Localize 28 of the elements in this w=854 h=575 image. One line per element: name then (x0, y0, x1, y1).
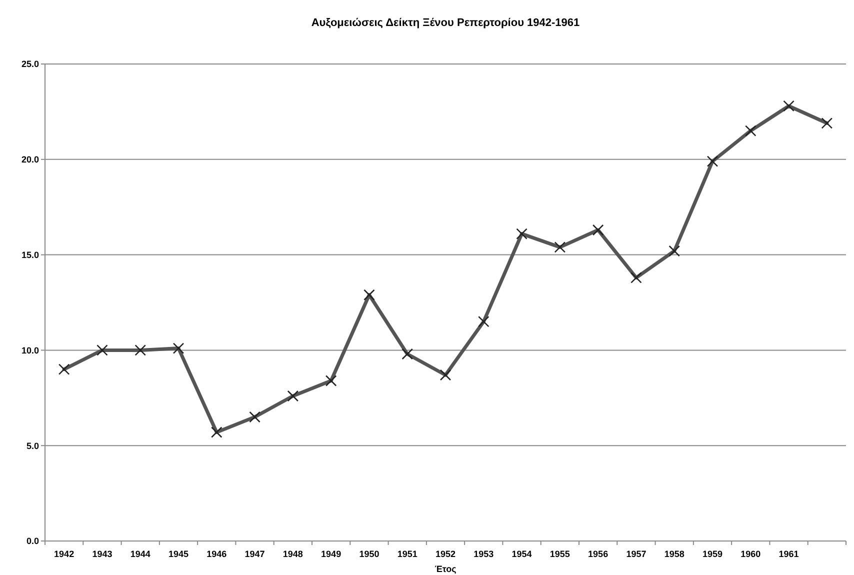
x-tick-label: 1958 (664, 549, 684, 559)
x-tick-label: 1952 (435, 549, 456, 559)
x-tick-label: 1951 (397, 549, 418, 559)
y-tick-label: 15.0 (21, 250, 39, 260)
x-tick-label: 1946 (206, 549, 227, 559)
x-tick-label: 1942 (54, 549, 74, 559)
x-tick-label: 1943 (92, 549, 112, 559)
x-tick-label: 1954 (512, 549, 532, 559)
x-tick-label: 1953 (474, 549, 494, 559)
y-tick-label: 25.0 (21, 59, 39, 70)
x-tick-label: 1945 (168, 549, 189, 559)
y-tick-label: 0.0 (26, 536, 39, 546)
x-tick-label: 1959 (702, 549, 723, 559)
y-tick-label: 10.0 (21, 345, 39, 356)
x-tick-label: 1948 (282, 549, 303, 559)
x-tick-label: 1947 (244, 549, 265, 559)
x-tick-label: 1955 (550, 549, 570, 559)
x-tick-label: 1944 (130, 549, 150, 559)
x-tick-label: 1957 (626, 549, 646, 559)
x-axis-title: Έτος (434, 564, 457, 574)
y-tick-label: 20.0 (21, 154, 39, 165)
x-tick-label: 1949 (321, 549, 342, 559)
x-tick-label: 1950 (359, 549, 380, 559)
x-tick-label: 1956 (588, 549, 608, 559)
chart-title: Αυξομειώσεις Δείκτη Ξένου Ρεπερτορίου 1942-1961 (311, 17, 580, 29)
y-tick-label: 5.0 (26, 440, 39, 451)
x-tick-label: 1961 (778, 549, 799, 559)
x-tick-label: 1960 (740, 549, 761, 559)
